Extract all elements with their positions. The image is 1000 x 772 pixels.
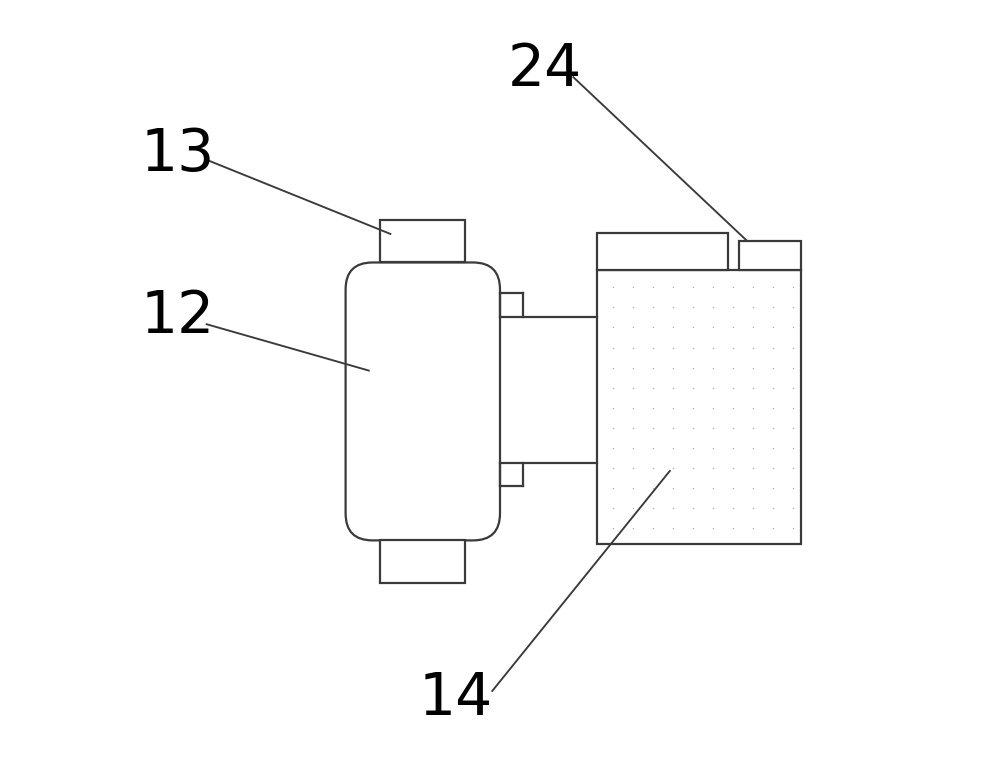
Bar: [380, 540, 465, 583]
Bar: [380, 220, 465, 262]
Bar: [596, 233, 728, 270]
Text: 12: 12: [141, 288, 215, 345]
Text: 13: 13: [141, 126, 215, 183]
Bar: [739, 241, 801, 270]
FancyBboxPatch shape: [346, 262, 500, 540]
Bar: [596, 270, 801, 544]
Text: 24: 24: [508, 41, 582, 98]
Text: 14: 14: [419, 670, 493, 727]
